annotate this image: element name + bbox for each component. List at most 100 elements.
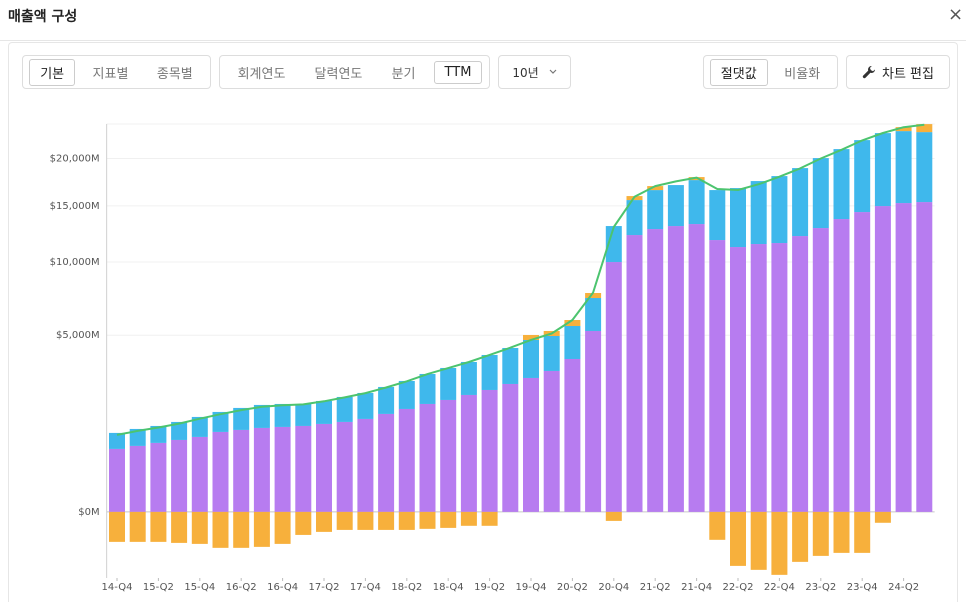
x-tick-label: 18-Q4 — [433, 582, 464, 593]
close-button[interactable]: × — [948, 4, 964, 25]
bar-segment — [398, 380, 415, 409]
bar-segment — [171, 421, 188, 440]
bar-segment — [730, 247, 746, 512]
bar-segment — [481, 354, 498, 390]
bar-segment — [378, 511, 395, 530]
bar-segment — [812, 511, 829, 556]
period-button[interactable]: 달력연도 — [314, 66, 363, 82]
bar-segment — [585, 298, 602, 331]
x-tick-label: 16-Q4 — [267, 582, 298, 593]
bar-segment — [709, 240, 726, 512]
bar-segment — [150, 425, 167, 443]
bar-segment — [647, 186, 664, 191]
y-tick-label: $15,000M — [50, 201, 100, 212]
bar-segment — [605, 511, 622, 521]
bar-segment — [295, 511, 312, 535]
bar-segment — [440, 511, 457, 528]
bar-segment — [854, 212, 871, 512]
bar-segment — [460, 361, 477, 395]
bar-segment — [667, 185, 684, 227]
bar-segment — [460, 394, 477, 512]
divider — [0, 40, 966, 41]
bar-segment — [667, 226, 684, 512]
bar-segment — [523, 377, 539, 512]
bar-segment — [481, 511, 498, 526]
x-tick-label: 23-Q4 — [847, 582, 878, 593]
mode-button[interactable]: 비율화 — [784, 66, 821, 82]
bar-segment — [874, 206, 891, 512]
bar-segment — [585, 293, 602, 299]
bar-segment — [440, 367, 457, 400]
bar-segment — [916, 124, 933, 133]
dialog-title: 매출액 구성 — [8, 9, 78, 25]
bar-segment — [233, 429, 250, 512]
bar-segment — [833, 219, 850, 512]
x-tick-label: 18-Q2 — [391, 582, 422, 593]
bar-segment — [295, 403, 312, 426]
edit-label: 차트 편집 — [882, 66, 934, 82]
bar-segment — [895, 203, 912, 512]
bar-segment — [543, 370, 560, 512]
period-button[interactable]: 분기 — [391, 66, 416, 82]
mode-button[interactable]: 절댓값 — [709, 58, 768, 86]
bar-segment — [233, 511, 250, 548]
total-line — [116, 123, 925, 436]
range-dropdown[interactable]: 10년 — [498, 55, 571, 89]
period-button[interactable]: 회계연도 — [237, 66, 286, 82]
bar-segment — [874, 133, 891, 207]
bar-segment — [792, 168, 809, 237]
bar-segment — [460, 511, 477, 526]
x-tick-label: 20-Q4 — [598, 582, 629, 593]
bar-segment — [688, 180, 705, 225]
bar-segment — [605, 226, 622, 263]
bar-segment — [502, 347, 519, 384]
bar-segment — [419, 511, 436, 529]
view-button[interactable]: 기본 — [29, 58, 76, 86]
view-button[interactable]: 종목별 — [156, 66, 193, 82]
bar-segment — [771, 243, 788, 512]
bar-segment — [212, 431, 229, 512]
bar-segment — [129, 511, 146, 542]
bar-segment — [398, 408, 415, 512]
bar-segment — [585, 330, 602, 512]
bar-segment — [212, 511, 229, 548]
x-tick-label: 20-Q2 — [557, 582, 588, 593]
bar-segment — [771, 176, 788, 244]
bar-segment — [274, 511, 291, 544]
period-group: 회계연도 달력연도 분기 TTM — [219, 55, 490, 89]
bar-segment — [792, 236, 809, 512]
bar-segment — [564, 320, 581, 326]
mode-group: 절댓값 비율화 — [703, 55, 838, 89]
period-button[interactable]: TTM — [433, 60, 483, 84]
x-tick-label: 16-Q2 — [226, 582, 257, 593]
bar-segment — [481, 389, 498, 512]
bar-segment — [792, 511, 809, 562]
bar-segment — [253, 404, 270, 428]
x-tick-label: 19-Q2 — [474, 582, 505, 593]
bar-segment — [854, 511, 871, 553]
bar-segment — [916, 202, 933, 512]
x-tick-label: 22-Q4 — [764, 582, 795, 593]
y-tick-label: $5,000M — [56, 330, 100, 341]
view-button[interactable]: 지표별 — [92, 66, 129, 82]
x-tick-label: 15-Q2 — [143, 582, 174, 593]
bar-segment — [357, 392, 374, 419]
bar-segment — [336, 421, 353, 512]
bar-segment — [854, 140, 871, 213]
bar-segment — [274, 426, 291, 512]
wrench-icon — [862, 66, 875, 79]
bar-segment — [833, 149, 850, 220]
bar-segment — [378, 413, 395, 512]
edit-button[interactable]: 차트 편집 — [846, 55, 950, 89]
bar-segment — [419, 403, 436, 512]
bar-segment — [109, 448, 125, 512]
bar-segment — [626, 200, 643, 236]
bar-segment — [523, 339, 539, 378]
bar-segment — [150, 442, 167, 512]
bar-segment — [419, 373, 436, 404]
x-tick-label: 19-Q4 — [516, 582, 547, 593]
bar-segment — [109, 511, 125, 542]
bar-segment — [171, 439, 188, 512]
